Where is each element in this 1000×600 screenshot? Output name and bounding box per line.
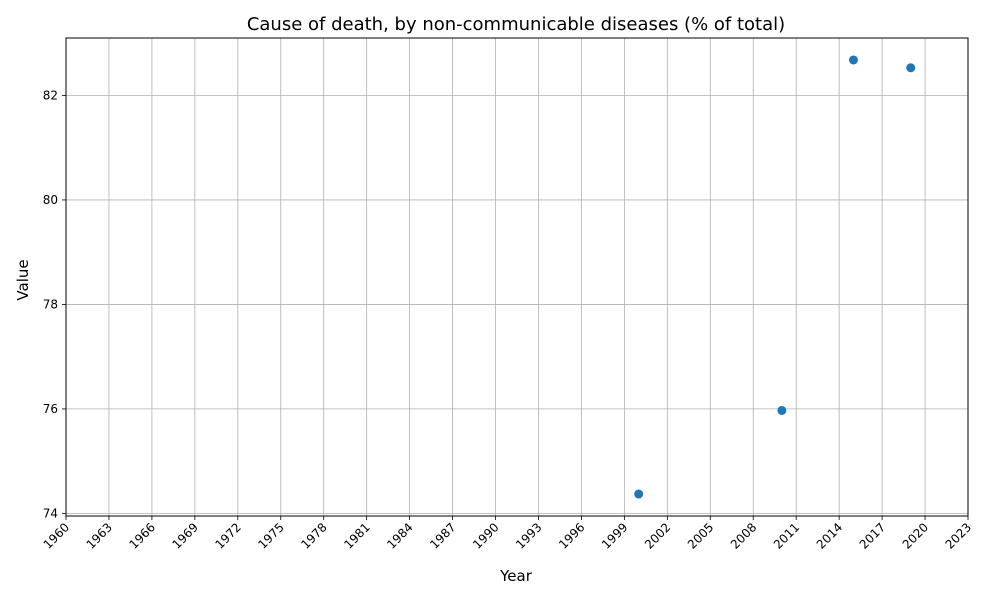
x-tick-label: 2005	[685, 520, 716, 551]
x-axis-title: Year	[499, 567, 533, 585]
y-axis-title: Value	[14, 259, 32, 300]
x-tick-label: 1981	[341, 520, 372, 551]
x-tick-label: 1987	[427, 520, 458, 551]
chart-title: Cause of death, by non-communicable dise…	[247, 14, 785, 35]
x-tick-label: 2020	[900, 520, 931, 551]
y-tick-label: 80	[43, 193, 58, 207]
x-tick-label: 2017	[857, 520, 888, 551]
x-tick-label: 2011	[771, 520, 802, 551]
x-tick-label: 2008	[728, 520, 759, 551]
x-tick-label: 1993	[513, 520, 544, 551]
plot-frame	[65, 37, 969, 517]
x-tick-label: 1984	[384, 520, 415, 551]
x-tick-label: 1978	[298, 520, 329, 551]
x-tick-label: 2002	[642, 520, 673, 551]
grid	[65, 38, 969, 516]
y-axis: 74 76 78 80 82	[43, 88, 66, 520]
x-tick-label: 1963	[84, 520, 115, 551]
data-point	[906, 63, 916, 73]
data-point	[634, 489, 644, 499]
x-tick-label: 1999	[599, 520, 630, 551]
y-tick-label: 78	[43, 297, 58, 311]
x-tick-label: 1975	[255, 520, 286, 551]
x-tick-label: 1990	[470, 520, 501, 551]
data-point	[848, 55, 858, 65]
data-points	[634, 55, 916, 499]
x-tick-label: 1960	[41, 520, 72, 551]
x-tick-label: 2014	[814, 520, 845, 551]
y-tick-label: 82	[43, 88, 58, 102]
x-tick-label: 1966	[127, 520, 158, 551]
x-tick-label: 2023	[943, 520, 974, 551]
data-point	[777, 405, 787, 415]
x-axis: 1960 1963 1966 1969 1972 1975 1978 1981 1984 1987…	[41, 516, 974, 552]
y-tick-label: 76	[43, 402, 58, 416]
y-tick-label: 74	[43, 506, 58, 520]
x-tick-label: 1972	[212, 520, 243, 551]
x-tick-label: 1969	[169, 520, 200, 551]
x-tick-label: 1996	[556, 520, 587, 551]
